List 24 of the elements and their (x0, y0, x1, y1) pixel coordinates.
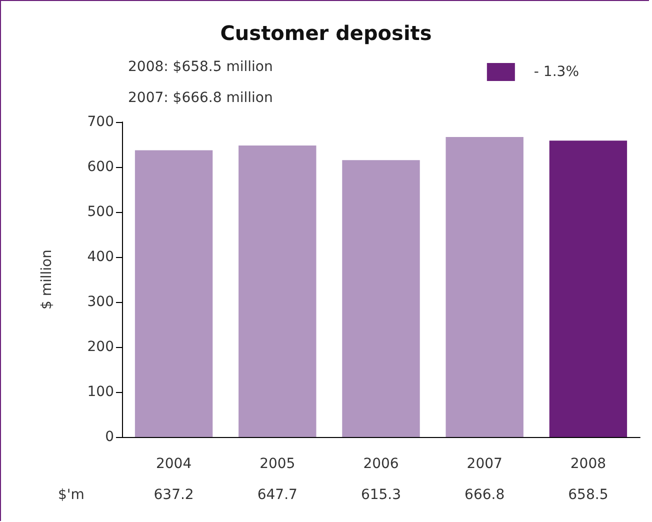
y-tick-label: 400 (87, 249, 114, 265)
legend-label: - 1.3% (534, 64, 580, 80)
chart-title: Customer deposits (220, 21, 432, 45)
data-label: 658.5 (568, 487, 608, 503)
y-tick-label: 600 (87, 159, 114, 175)
data-label: 637.2 (154, 487, 194, 503)
data-label: 647.7 (257, 487, 298, 503)
y-tick-label: 0 (105, 429, 114, 445)
text: 2008: $658.5 million (128, 59, 273, 75)
x-tick-label: 2005 (260, 456, 296, 472)
data-label: 666.8 (464, 487, 505, 503)
x-tick-label: 2008 (570, 456, 606, 472)
y-axis-title: $ million (39, 250, 55, 310)
y-tick-label: 700 (87, 114, 114, 130)
y-tick-label: 200 (87, 339, 114, 355)
x-tick-label: 2006 (363, 456, 399, 472)
x-tick-label: 2007 (466, 456, 502, 472)
x-tick-label: 2004 (156, 456, 192, 472)
text: $'m (58, 487, 84, 503)
y-tick-label: 500 (87, 204, 114, 220)
data-label: 615.3 (360, 487, 402, 503)
y-tick-label: 300 (87, 294, 114, 310)
text: 2007: $666.8 million (128, 90, 273, 106)
y-tick-label: 100 (87, 384, 114, 400)
